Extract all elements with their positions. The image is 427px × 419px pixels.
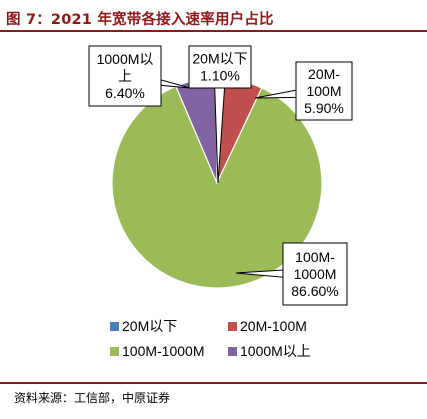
legend-label: 100M-1000M: [122, 343, 205, 359]
legend-swatch: [228, 322, 237, 331]
legend-swatch: [110, 347, 119, 356]
data-label-line: 上: [118, 68, 132, 84]
data-label-line: 20M以下: [192, 51, 247, 67]
legend-swatch: [228, 347, 237, 356]
data-label-line: 1000M: [294, 266, 337, 282]
data-label-line: 86.60%: [291, 283, 338, 299]
pie-slice-3: [111, 85, 323, 289]
legend-item-3: 100M-1000M: [110, 343, 205, 359]
title-rule: [0, 30, 427, 32]
data-label-line: 100M-: [295, 249, 335, 265]
chart-title: 图 7：2021 年宽带各接入速率用户占比: [6, 12, 274, 28]
data-label-line: 5.90%: [304, 100, 344, 116]
source-rule: [0, 382, 427, 384]
legend-item-4: 1000M以上: [228, 343, 311, 359]
legend-label: 20M-100M: [240, 318, 307, 334]
source-note: 资料来源：工信部，中原证券: [14, 391, 171, 405]
data-label-line: 100M: [306, 83, 341, 99]
data-label-line: 1.10%: [200, 68, 240, 84]
data-label-line: 6.40%: [105, 85, 145, 101]
legend-item-2: 20M-100M: [228, 318, 307, 334]
legend-swatch: [110, 322, 119, 331]
data-label-line: 20M-: [308, 66, 340, 82]
legend-label: 20M以下: [122, 318, 177, 334]
legend-label: 1000M以上: [240, 343, 311, 359]
data-label-line: 1000M以: [97, 51, 154, 67]
legend-item-1: 20M以下: [110, 318, 177, 334]
